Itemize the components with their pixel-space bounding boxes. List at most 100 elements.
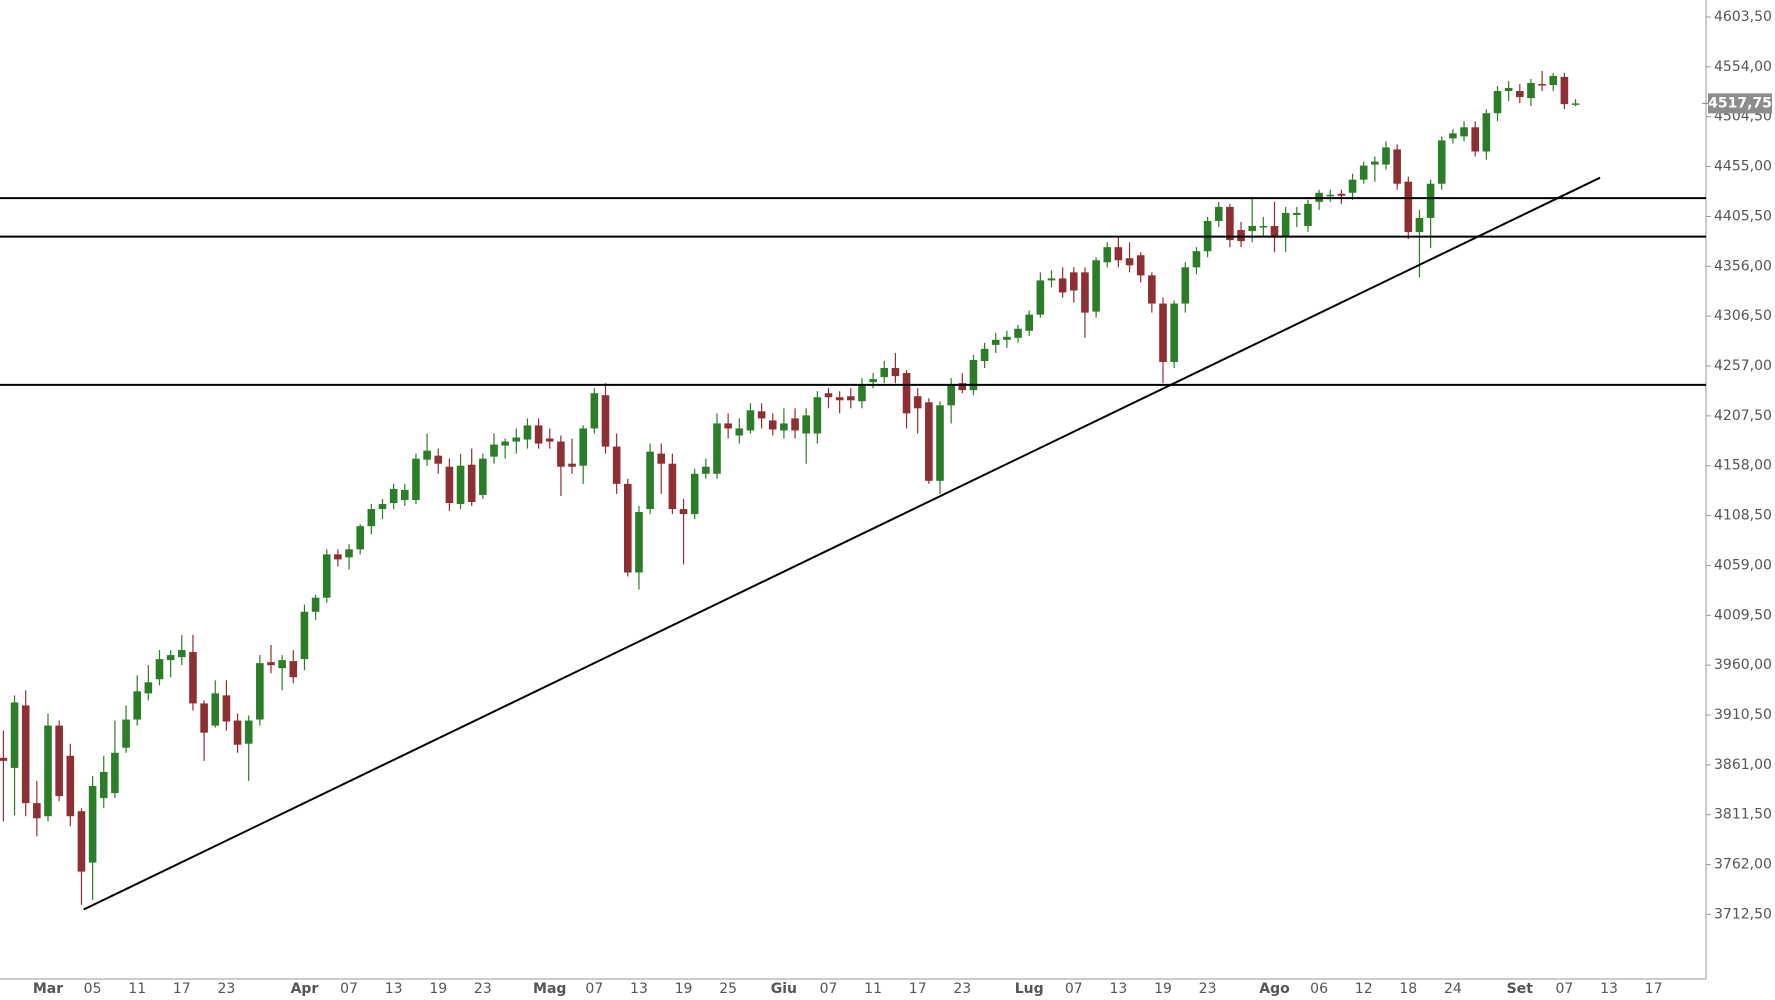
x-tick-label: 19 <box>675 981 693 997</box>
x-tick-label: 25 <box>719 981 737 997</box>
candle-body <box>1081 272 1089 313</box>
candle-body <box>0 757 8 761</box>
candle-body <box>1549 75 1558 86</box>
candle-body <box>33 803 41 819</box>
candle-body <box>1371 161 1379 165</box>
candle-body <box>1070 272 1078 291</box>
y-tick-label: 4108,50 <box>1714 508 1772 524</box>
x-tick-label: 17 <box>909 981 927 997</box>
candle-body <box>568 463 576 467</box>
candle-body <box>166 655 175 661</box>
candle-body <box>412 458 420 500</box>
candle-body <box>980 348 989 361</box>
candle-body <box>1114 247 1123 261</box>
candle-body <box>345 549 353 558</box>
candle-body <box>1504 88 1513 92</box>
candle-body <box>1270 226 1279 238</box>
candle-body <box>1393 149 1401 184</box>
candle-body <box>735 428 744 436</box>
candle-body <box>1148 275 1156 304</box>
candle-body <box>768 420 777 430</box>
x-tick-label: 05 <box>84 981 102 997</box>
x-tick-label: 11 <box>864 981 882 997</box>
candle-body <box>479 458 487 495</box>
x-tick-label: 19 <box>1154 981 1172 997</box>
y-tick-label: 3861,00 <box>1714 757 1772 773</box>
y-tick-label: 3811,50 <box>1714 807 1772 823</box>
y-tick-label: 3712,50 <box>1714 906 1772 922</box>
candle-body <box>300 611 309 660</box>
candle-body <box>635 512 643 573</box>
candle-body <box>144 682 153 694</box>
candle-body <box>189 652 197 704</box>
candle-body <box>579 428 587 466</box>
candle-body <box>322 554 331 598</box>
candle-body <box>757 411 766 419</box>
candle-body <box>847 396 855 401</box>
candle-body <box>947 385 955 406</box>
candle-body <box>1025 314 1033 331</box>
x-tick-label: 23 <box>474 981 492 997</box>
candle-body <box>77 811 86 872</box>
candle-body <box>1493 91 1502 114</box>
candle-body <box>646 451 654 510</box>
x-tick-label: Ago <box>1259 981 1290 997</box>
y-tick-label: 4207,50 <box>1714 408 1772 424</box>
candle-body <box>88 786 97 863</box>
candle-body <box>1527 82 1535 99</box>
x-tick-label: 06 <box>1310 981 1328 997</box>
candle-body <box>791 418 799 431</box>
candle-body <box>713 423 721 474</box>
x-tick-label: 13 <box>1600 981 1618 997</box>
candle-body <box>389 488 398 503</box>
candle-body <box>702 466 710 474</box>
candle-body <box>1003 336 1011 340</box>
candle-body <box>267 662 275 666</box>
candle-body <box>891 368 900 377</box>
candle-body <box>523 425 532 440</box>
x-tick-label: Set <box>1507 981 1534 997</box>
candle-body <box>1348 179 1357 193</box>
y-tick-label: 3910,50 <box>1714 707 1772 723</box>
candle-body <box>10 702 19 768</box>
candle-body <box>958 383 967 391</box>
candle-body <box>401 489 409 500</box>
candle-body <box>66 755 75 817</box>
candle-body <box>545 438 554 442</box>
y-tick-label: 4158,00 <box>1714 458 1772 474</box>
x-tick-label: 19 <box>429 981 447 997</box>
candle-body <box>99 771 108 799</box>
candle-body <box>256 663 264 720</box>
x-tick-label: 17 <box>1645 981 1663 997</box>
candle-body <box>1538 84 1546 86</box>
candle-body <box>869 379 877 383</box>
x-tick-label: 23 <box>1199 981 1217 997</box>
candle-body <box>289 661 298 678</box>
candle-body <box>21 705 30 804</box>
y-tick-label: 4455,00 <box>1714 159 1772 175</box>
candle-body <box>1058 278 1067 293</box>
y-tick-label: 4306,50 <box>1714 308 1772 324</box>
x-tick-label: 11 <box>128 981 146 997</box>
x-tick-label: Mag <box>533 981 566 997</box>
candle-body <box>534 425 543 444</box>
x-tick-label: 23 <box>953 981 971 997</box>
candle-body <box>624 483 632 573</box>
candle-body <box>1136 255 1145 276</box>
candle-body <box>1181 267 1190 304</box>
x-tick-label: 13 <box>1109 981 1127 997</box>
x-tick-label: 07 <box>340 981 358 997</box>
candle-body <box>122 719 130 748</box>
candle-body <box>1304 203 1312 227</box>
candle-body <box>278 660 286 669</box>
candle-body <box>378 504 387 510</box>
candle-body <box>1281 212 1290 238</box>
candle-body <box>902 373 911 414</box>
candle-body <box>969 359 978 391</box>
candle-body <box>1103 247 1112 263</box>
candle-body <box>813 397 822 434</box>
candle-body <box>679 509 688 515</box>
candle-body <box>1293 212 1301 215</box>
